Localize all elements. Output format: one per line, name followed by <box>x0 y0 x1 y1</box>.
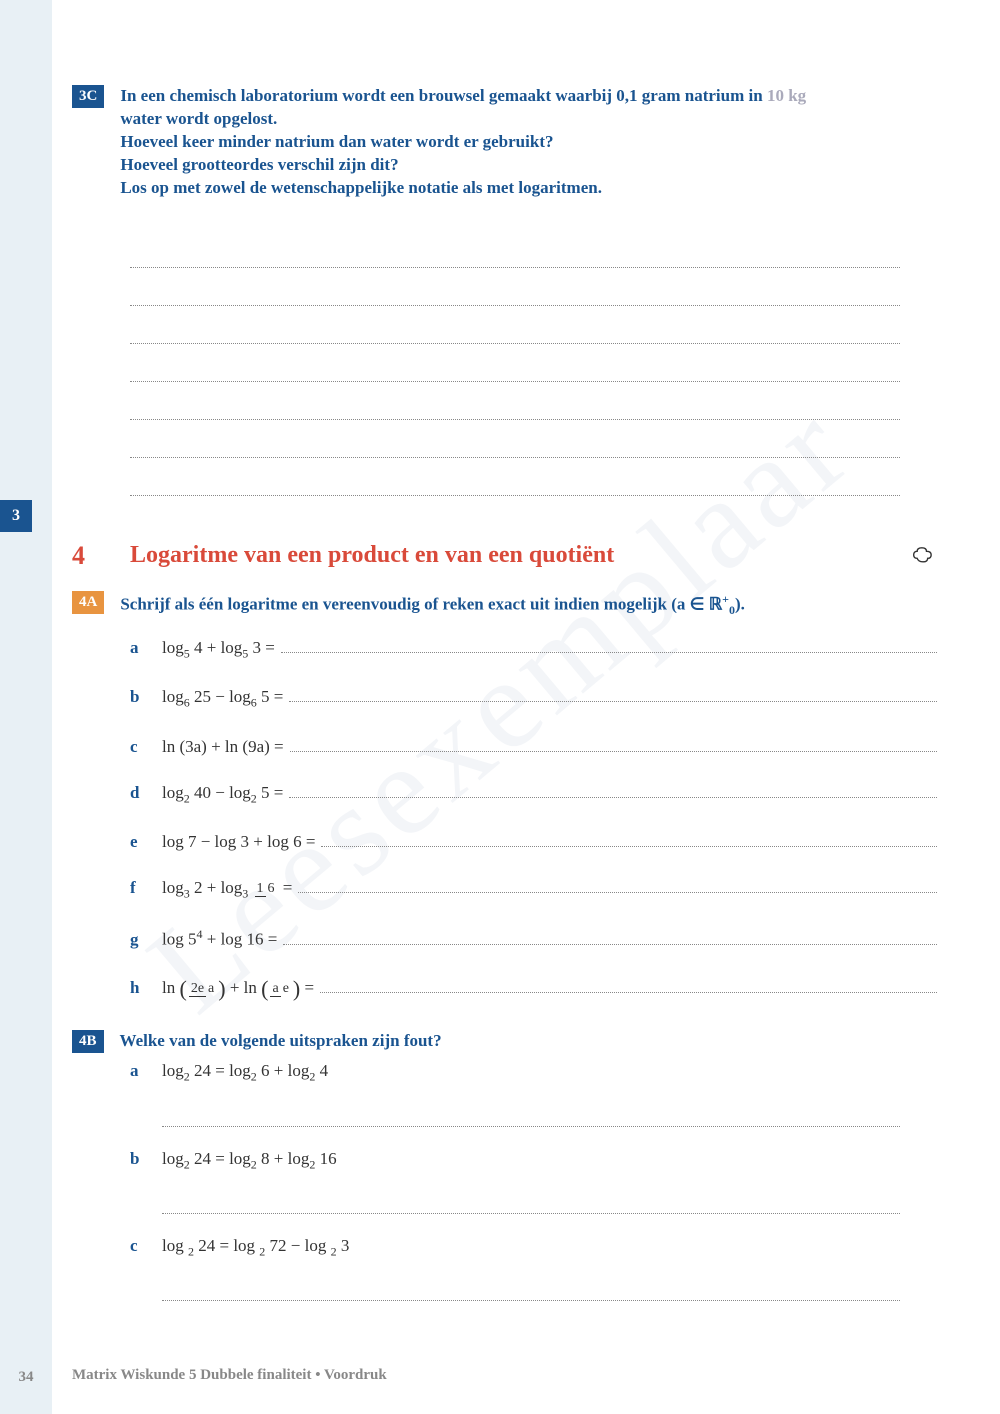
section-title: Logaritme van een product en van een quo… <box>130 542 909 569</box>
text: ℝ <box>709 594 722 613</box>
item-4a-g: g log 54 + log 16 = <box>130 927 937 950</box>
exercise-label-4a: 4A <box>72 591 104 614</box>
item-letter: h <box>130 978 162 998</box>
item-4b-a: a log2 24 = log2 6 + log2 4 <box>130 1061 937 1126</box>
page-number: 34 <box>0 1369 52 1386</box>
item-4a-h: h ln (2ea) + ln (ae) = <box>130 976 937 1002</box>
answer-line[interactable] <box>289 688 937 702</box>
left-color-band <box>0 0 52 1414</box>
answer-line[interactable] <box>289 784 937 798</box>
answer-line[interactable] <box>162 1178 900 1214</box>
item-4a-f: f log3 2 + log3 16 = <box>130 878 937 901</box>
exercise-4b-items: a log2 24 = log2 6 + log2 4 b log2 24 = … <box>130 1061 937 1301</box>
answer-line[interactable] <box>130 268 900 306</box>
item-letter: e <box>130 832 162 852</box>
item-expr: log6 25 − log6 5 = <box>162 687 283 710</box>
item-letter: c <box>130 737 162 757</box>
item-expr: log2 24 = log2 8 + log2 16 <box>162 1149 337 1172</box>
exercise-label-4b: 4B <box>72 1030 104 1053</box>
section-4-heading: 4 Logaritme van een product en van een q… <box>72 541 937 571</box>
item-4a-a: a log5 4 + log5 3 = <box>130 638 937 661</box>
item-4a-d: d log2 40 − log2 5 = <box>130 783 937 806</box>
answer-line[interactable] <box>130 458 900 496</box>
exercise-3c: 3C In een chemisch laboratorium wordt ee… <box>72 85 937 496</box>
answer-line[interactable] <box>162 1091 900 1127</box>
answer-line[interactable] <box>130 230 900 268</box>
item-4b-b: b log2 24 = log2 8 + log2 16 <box>130 1149 937 1214</box>
item-expr: log2 24 = log2 6 + log2 4 <box>162 1061 328 1084</box>
answer-line[interactable] <box>130 306 900 344</box>
item-expr: log 2 24 = log 2 72 − log 2 3 <box>162 1236 349 1259</box>
cloud-icon <box>909 542 937 570</box>
exercise-3c-prompt: In een chemisch laboratorium wordt een b… <box>120 85 920 200</box>
exercise-4a: 4A Schrijf als één logaritme en vereenvo… <box>72 591 937 1002</box>
answer-line[interactable] <box>321 833 937 847</box>
item-4b-c: c log 2 24 = log 2 72 − log 2 3 <box>130 1236 937 1301</box>
footer-text: Matrix Wiskunde 5 Dubbele finaliteit • V… <box>72 1367 387 1384</box>
answer-line[interactable] <box>281 639 937 653</box>
item-letter: g <box>130 930 162 950</box>
item-4a-b: b log6 25 − log6 5 = <box>130 687 937 710</box>
item-4a-e: e log 7 − log 3 + log 6 = <box>130 832 937 852</box>
answer-lines-3c <box>130 230 937 496</box>
item-letter: b <box>130 687 162 707</box>
answer-line[interactable] <box>320 979 937 993</box>
item-expr: ln (2ea) + ln (ae) = <box>162 976 314 1002</box>
answer-line[interactable] <box>290 738 937 752</box>
text: Hoeveel keer minder natrium dan water wo… <box>120 132 553 151</box>
text: Schrijf als één logaritme en vereenvoudi… <box>120 594 708 613</box>
answer-line[interactable] <box>283 931 937 945</box>
page-content: 3C In een chemisch laboratorium wordt ee… <box>72 85 937 1329</box>
exercise-4a-prompt: Schrijf als één logaritme en vereenvoudi… <box>120 591 920 618</box>
section-number: 4 <box>72 541 130 571</box>
item-expr: log3 2 + log3 16 = <box>162 878 292 901</box>
answer-line[interactable] <box>162 1265 900 1301</box>
item-letter: f <box>130 878 162 898</box>
item-letter: c <box>130 1236 162 1256</box>
text-grey: 10 kg <box>767 86 806 105</box>
item-letter: d <box>130 783 162 803</box>
item-letter: b <box>130 1149 162 1169</box>
item-expr: log2 40 − log2 5 = <box>162 783 283 806</box>
exercise-4b-prompt: Welke van de volgende uitspraken zijn fo… <box>120 1030 920 1053</box>
text: water wordt opgelost. <box>120 109 277 128</box>
text: In een chemisch laboratorium wordt een b… <box>120 86 767 105</box>
item-4a-c: c ln (3a) + ln (9a) = <box>130 737 937 757</box>
item-letter: a <box>130 1061 162 1081</box>
item-expr: ln (3a) + ln (9a) = <box>162 737 284 757</box>
exercise-4a-items: a log5 4 + log5 3 = b log6 25 − log6 5 =… <box>130 638 937 1002</box>
text: + <box>722 592 729 606</box>
item-expr: log5 4 + log5 3 = <box>162 638 275 661</box>
text: Los op met zowel de wetenschappelijke no… <box>120 178 602 197</box>
answer-line[interactable] <box>130 420 900 458</box>
item-expr: log 54 + log 16 = <box>162 927 277 950</box>
item-expr: log 7 − log 3 + log 6 = <box>162 832 315 852</box>
text: Hoeveel grootteordes verschil zijn dit? <box>120 155 398 174</box>
chapter-tab: 3 <box>0 500 32 532</box>
text: ). <box>735 594 745 613</box>
exercise-4b: 4B Welke van de volgende uitspraken zijn… <box>72 1030 937 1301</box>
answer-line[interactable] <box>130 382 900 420</box>
answer-line[interactable] <box>298 879 937 893</box>
exercise-label-3c: 3C <box>72 85 104 108</box>
answer-line[interactable] <box>130 344 900 382</box>
item-letter: a <box>130 638 162 658</box>
